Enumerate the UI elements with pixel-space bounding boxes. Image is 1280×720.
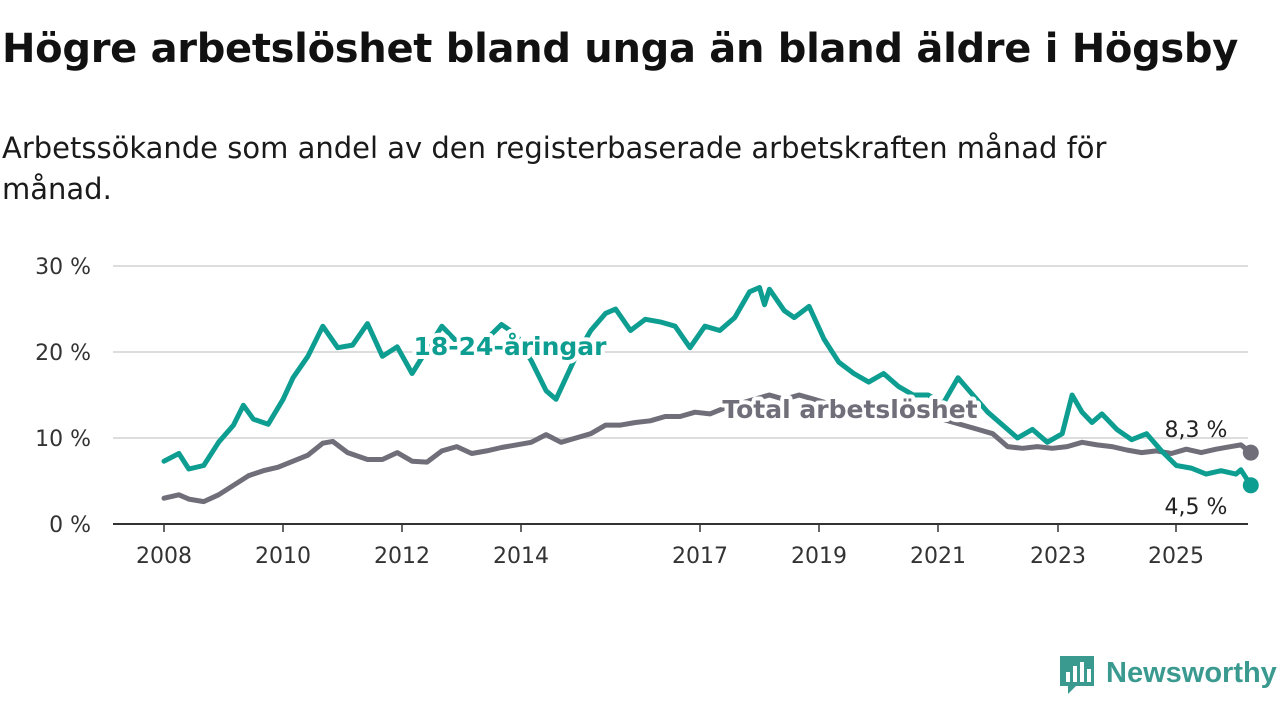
chart-subtitle: Arbetssökande som andel av den registerb…: [2, 131, 1107, 206]
x-tick-label: 2017: [672, 544, 728, 569]
x-tick-label: 2012: [374, 544, 430, 569]
y-tick-label: 0 %: [49, 513, 91, 538]
series-name-total: Total arbetslöshet: [722, 395, 977, 424]
end-point-18-24: [1242, 477, 1259, 494]
end-point-total: [1242, 444, 1259, 461]
series-lines: [161, 285, 1259, 505]
series-name-total-halo: Total arbetslöshet: [722, 395, 977, 424]
y-tick-label: 10 %: [35, 427, 91, 452]
x-tick-label: 2023: [1030, 544, 1086, 569]
x-tick-label: 2021: [910, 544, 966, 569]
bar-chart-speech-bubble-icon: [1060, 656, 1094, 694]
y-tick-label: 20 %: [35, 341, 91, 366]
gridlines: [113, 265, 1248, 439]
series-name-18-24-halo: 18-24-åringar: [414, 332, 608, 361]
brand-name: Newsworthy: [1106, 657, 1277, 689]
chart-title: Högre arbetslöshet bland unga än bland ä…: [2, 26, 1239, 72]
end-label-18-24: 4,5 %: [1165, 495, 1228, 520]
axes: 0 % 10 % 20 % 30 % 2008 2010 2012 2014 2017 2019 2…: [35, 255, 1248, 569]
x-tick-label: 2019: [791, 544, 847, 569]
x-tick-label: 2025: [1148, 544, 1204, 569]
x-tick-label: 2014: [493, 544, 549, 569]
series-line-18-24: [161, 285, 1254, 488]
brand-logo: Newsworthy: [1058, 654, 1278, 698]
x-tick-label: 2008: [136, 544, 192, 569]
series-line-total: [161, 392, 1254, 505]
series-name-18-24: 18-24-åringar: [414, 332, 608, 361]
x-tick-label: 2010: [255, 544, 311, 569]
y-tick-label: 30 %: [35, 255, 91, 280]
end-label-total: 8,3 %: [1165, 418, 1228, 443]
